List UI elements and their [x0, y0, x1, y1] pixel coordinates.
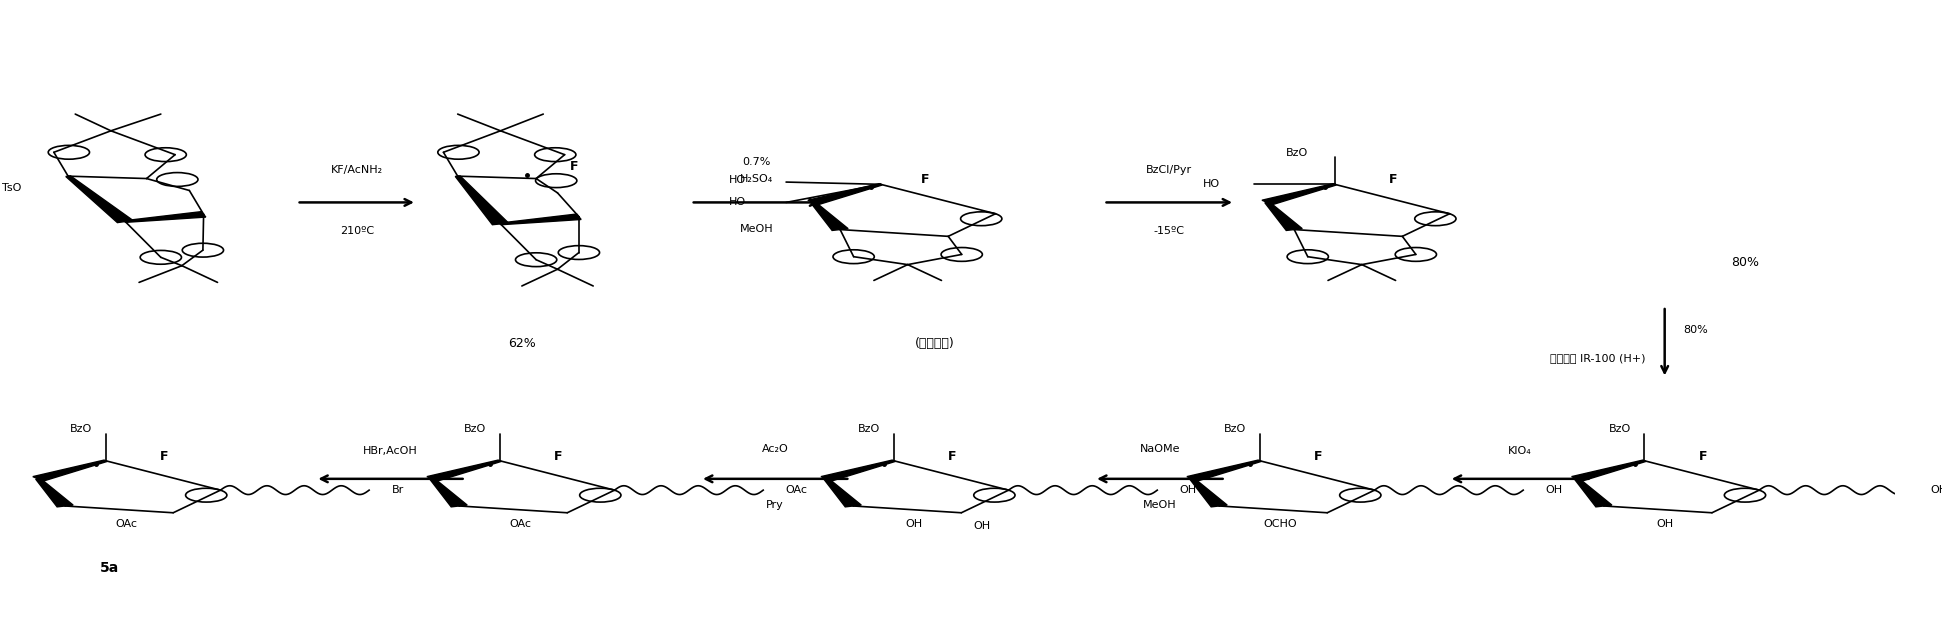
Text: 80%: 80% — [1684, 324, 1709, 334]
Text: TsO: TsO — [2, 183, 21, 193]
Text: F: F — [1315, 450, 1323, 463]
Text: HBr,AcOH: HBr,AcOH — [363, 445, 418, 456]
Text: HO: HO — [728, 198, 746, 208]
Text: 80%: 80% — [1732, 256, 1759, 269]
Polygon shape — [1575, 478, 1612, 507]
Text: KF/AcNH₂: KF/AcNH₂ — [330, 165, 383, 175]
Text: BzCl/Pyr: BzCl/Pyr — [1146, 165, 1192, 175]
Text: BzO: BzO — [70, 424, 91, 434]
Text: OH: OH — [1181, 485, 1196, 495]
Polygon shape — [427, 460, 501, 481]
Text: BzO: BzO — [1608, 424, 1631, 434]
Polygon shape — [66, 176, 132, 223]
Text: F: F — [553, 450, 563, 463]
Text: OCHO: OCHO — [1262, 519, 1297, 529]
Text: Ac₂O: Ac₂O — [761, 444, 788, 454]
Text: HO: HO — [1202, 179, 1220, 189]
Polygon shape — [821, 460, 895, 481]
Text: H₂SO₄: H₂SO₄ — [740, 174, 773, 184]
Polygon shape — [1190, 478, 1227, 507]
Text: HO: HO — [728, 175, 746, 185]
Polygon shape — [499, 214, 581, 225]
Text: OH: OH — [905, 519, 922, 529]
Text: OAc: OAc — [787, 485, 808, 495]
Text: BzO: BzO — [858, 424, 880, 434]
Text: F: F — [569, 160, 579, 173]
Polygon shape — [810, 202, 849, 230]
Text: OAc: OAc — [509, 519, 530, 529]
Polygon shape — [429, 478, 468, 507]
Polygon shape — [1571, 460, 1647, 481]
Text: F: F — [1699, 450, 1707, 463]
Polygon shape — [1187, 460, 1260, 481]
Text: 62%: 62% — [509, 338, 536, 350]
Text: BzO: BzO — [1223, 424, 1247, 434]
Text: OAc: OAc — [115, 519, 138, 529]
Text: 安柏莱特 IR-100 (H+): 安柏莱特 IR-100 (H+) — [1550, 353, 1647, 363]
Text: Pry: Pry — [767, 500, 785, 510]
Text: OH: OH — [1930, 485, 1942, 495]
Text: F: F — [159, 450, 169, 463]
Polygon shape — [1264, 202, 1303, 230]
Text: KIO₄: KIO₄ — [1509, 445, 1532, 456]
Polygon shape — [454, 176, 509, 225]
Polygon shape — [124, 211, 206, 222]
Text: BzO: BzO — [1286, 148, 1307, 158]
Text: F: F — [948, 450, 955, 463]
Text: OH: OH — [1546, 485, 1563, 495]
Text: F: F — [1389, 174, 1398, 186]
Text: BzO: BzO — [464, 424, 486, 434]
Polygon shape — [35, 478, 74, 507]
Polygon shape — [33, 460, 107, 481]
Text: Br: Br — [392, 485, 404, 495]
Text: 210ºC: 210ºC — [340, 226, 373, 236]
Text: OH: OH — [1657, 519, 1674, 529]
Text: NaOMe: NaOMe — [1140, 444, 1181, 454]
Text: (未经分离): (未经分离) — [915, 338, 955, 350]
Text: MeOH: MeOH — [740, 224, 773, 234]
Text: OH: OH — [973, 521, 990, 531]
Text: MeOH: MeOH — [1144, 500, 1177, 510]
Polygon shape — [823, 478, 860, 507]
Text: 5a: 5a — [99, 561, 118, 575]
Text: F: F — [921, 174, 930, 186]
Polygon shape — [1262, 184, 1336, 204]
Text: -15ºC: -15ºC — [1154, 226, 1185, 236]
Text: 0.7%: 0.7% — [742, 156, 771, 167]
Polygon shape — [808, 184, 882, 204]
